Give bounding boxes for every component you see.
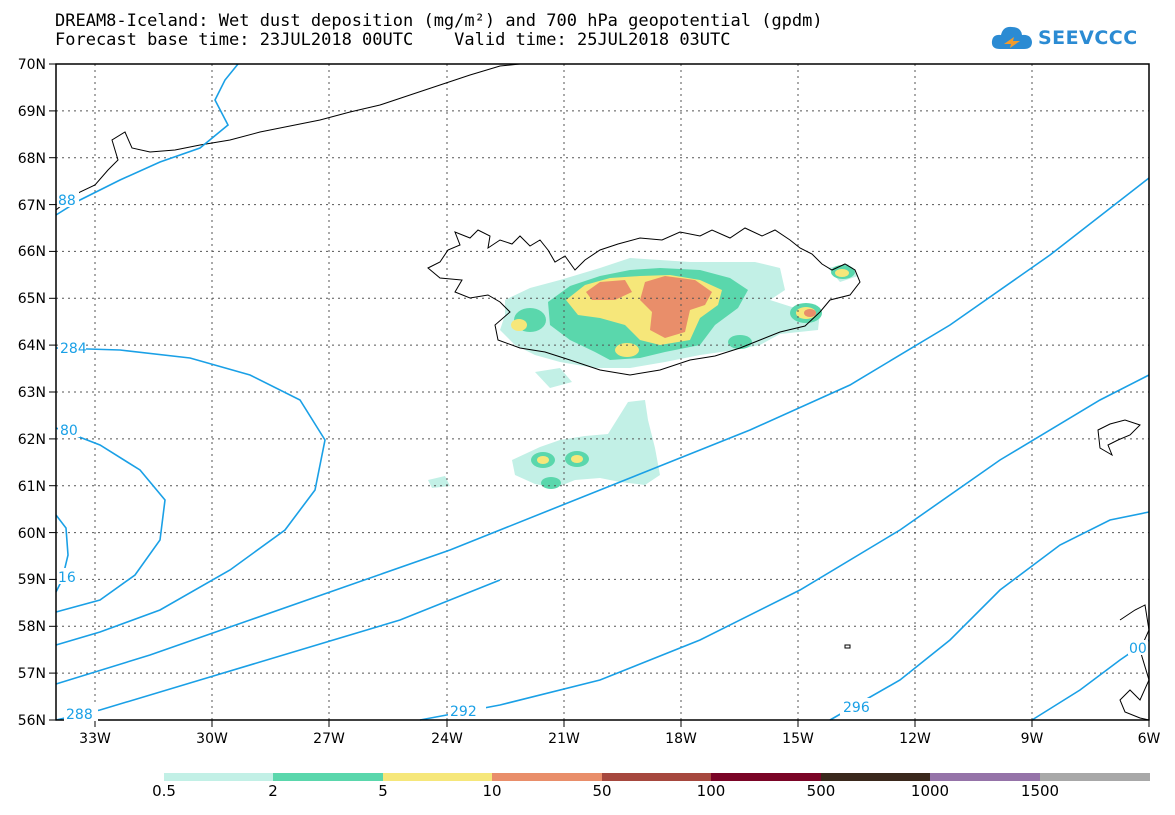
map-title: DREAM8-Iceland: Wet dust deposition (mg/… xyxy=(55,12,823,50)
legend-swatch-8 xyxy=(1040,773,1150,781)
deposition-spot-5c xyxy=(615,343,639,357)
lon-label: 6W xyxy=(1138,731,1161,747)
contour-label-276: 16 xyxy=(58,570,76,586)
lat-label: 56N xyxy=(18,713,46,729)
legend-label: 100 xyxy=(696,782,726,800)
legend-label: 10 xyxy=(482,782,502,800)
contour-label-296: 296 xyxy=(843,700,870,716)
deposition-spot-se xyxy=(728,335,752,349)
lat-label: 63N xyxy=(18,385,46,401)
legend-label: 500 xyxy=(806,782,836,800)
coastline-scotland xyxy=(1119,604,1150,721)
legend-label: 1000 xyxy=(910,782,950,800)
deposition-spot-5e xyxy=(571,455,583,463)
lat-label: 69N xyxy=(18,104,46,120)
coastlines xyxy=(55,63,1150,721)
legend-swatch-6 xyxy=(821,773,930,781)
deposition-spot-5f xyxy=(511,319,527,331)
latitude-labels: 70N 69N 68N 67N 66N 65N 64N 63N 62N 61N … xyxy=(18,57,46,729)
dust-deposition-shading xyxy=(428,258,858,489)
contour-label-292: 292 xyxy=(450,704,477,720)
contour-label-284: 284 xyxy=(60,341,87,357)
contour-label-300: 00 xyxy=(1129,641,1147,657)
legend-swatch-3 xyxy=(492,773,602,781)
legend-swatch-7 xyxy=(930,773,1040,781)
contour-labels: 284 80 16 288 292 296 88 00 xyxy=(57,192,1148,723)
title-line-2: Forecast base time: 23JUL2018 00UTC Vali… xyxy=(55,30,731,50)
cloud-icon xyxy=(991,26,1032,49)
contour-greenland xyxy=(55,63,239,216)
deposition-core-10b xyxy=(640,276,712,338)
contour-288-bottom xyxy=(55,579,501,721)
coastline-iceland xyxy=(427,227,861,376)
title-line-1: DREAM8-Iceland: Wet dust deposition (mg/… xyxy=(55,11,823,31)
contour-label-280: 80 xyxy=(60,423,78,439)
contour-label-greenland: 88 xyxy=(58,193,76,209)
legend-label: 2 xyxy=(268,782,278,800)
lat-label: 61N xyxy=(18,479,46,495)
tick-marks xyxy=(49,63,1150,727)
contour-label-288: 288 xyxy=(66,707,93,723)
seevccc-logo: SEEVCCC xyxy=(990,20,1150,56)
lon-label: 27W xyxy=(313,731,345,747)
contour-296 xyxy=(829,511,1150,721)
lon-label: 30W xyxy=(196,731,228,747)
lat-label: 60N xyxy=(18,526,46,542)
lat-label: 65N xyxy=(18,291,46,307)
graticule xyxy=(56,64,1149,720)
deposition-area-sw xyxy=(535,368,572,388)
legend-swatch-0 xyxy=(164,773,273,781)
legend-label: 5 xyxy=(378,782,388,800)
lat-label: 58N xyxy=(18,619,46,635)
coastline-shetland-small xyxy=(844,644,851,649)
lon-label: 24W xyxy=(431,731,463,747)
lon-label: 33W xyxy=(79,731,111,747)
deposition-core-10a xyxy=(586,280,632,300)
coastline-faroe xyxy=(1097,419,1141,457)
logo-text: SEEVCCC xyxy=(1038,27,1138,49)
deposition-spot-5b xyxy=(835,269,849,277)
legend-swatch-2 xyxy=(383,773,492,781)
legend-colorbar xyxy=(164,773,1150,781)
deposition-spot-10a xyxy=(804,309,816,317)
lat-label: 67N xyxy=(18,198,46,214)
coastline-greenland xyxy=(55,63,521,211)
deposition-spot-s3 xyxy=(541,477,561,489)
contour-288 xyxy=(55,177,1150,685)
lon-label: 15W xyxy=(782,731,814,747)
deposition-area-small xyxy=(428,476,450,488)
deposition-spot-5d xyxy=(537,456,549,464)
lat-label: 68N xyxy=(18,151,46,167)
legend-swatch-5 xyxy=(711,773,821,781)
contour-292 xyxy=(419,374,1150,721)
legend-swatch-4 xyxy=(602,773,711,781)
lat-label: 70N xyxy=(18,57,46,73)
contour-284 xyxy=(55,347,326,646)
lat-label: 59N xyxy=(18,572,46,588)
legend-label: 50 xyxy=(592,782,612,800)
contour-280 xyxy=(55,427,166,613)
lon-label: 12W xyxy=(899,731,931,747)
lon-label: 21W xyxy=(548,731,580,747)
lat-label: 57N xyxy=(18,666,46,682)
lat-label: 66N xyxy=(18,244,46,260)
legend-label: 0.5 xyxy=(152,782,176,800)
longitude-labels: 33W 30W 27W 24W 21W 18W 15W 12W 9W 6W xyxy=(79,731,1160,747)
lon-label: 9W xyxy=(1021,731,1044,747)
lon-label: 18W xyxy=(665,731,697,747)
legend-swatch-1 xyxy=(273,773,383,781)
lat-label: 62N xyxy=(18,432,46,448)
legend-label: 1500 xyxy=(1020,782,1060,800)
lat-label: 64N xyxy=(18,338,46,354)
